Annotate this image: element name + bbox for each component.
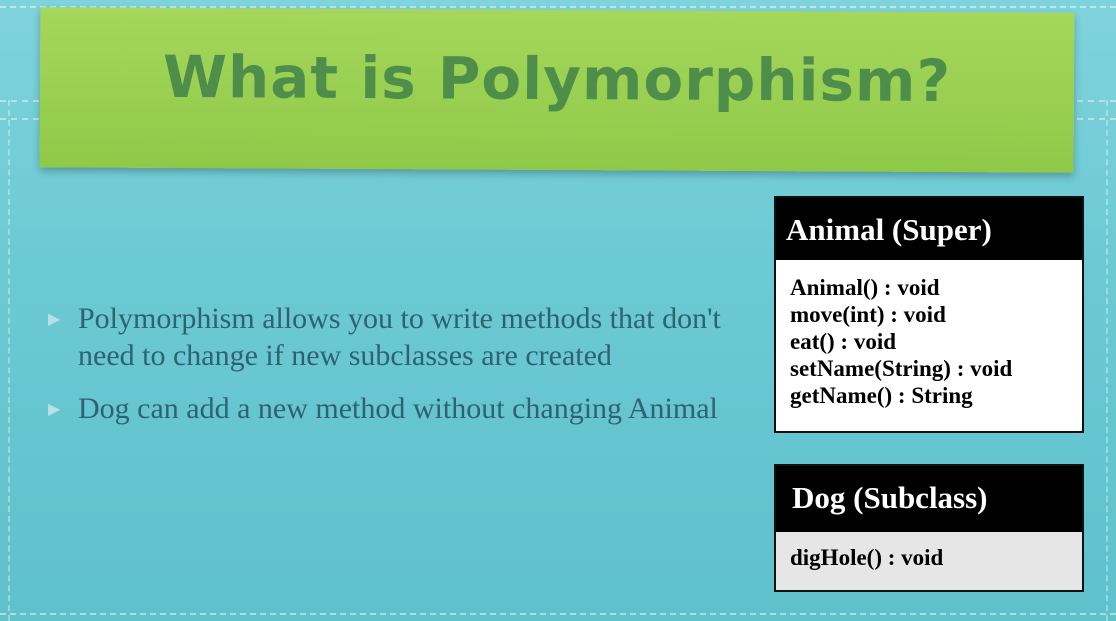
bullet-triangle-icon: ▶ [48,399,61,418]
bullet-list: ▶ Polymorphism allows you to write metho… [48,300,748,443]
stitch-band-left [0,100,50,120]
stitch-band-right [1066,100,1116,120]
uml-method: setName(String) : void [790,356,1013,381]
uml-method-list: Animal() : void move(int) : void eat() :… [776,260,1082,409]
stitch-border-left [8,100,10,621]
bullet-text: Dog can add a new method without changin… [78,392,718,425]
stitch-border-top [0,6,1116,8]
bullet-text: Polymorphism allows you to write methods… [78,302,721,372]
uml-method: eat() : void [790,329,897,354]
uml-method: getName() : String [790,383,973,408]
uml-class-name: Animal (Super) [776,198,1082,260]
uml-method: digHole() : void [790,545,944,570]
uml-class-animal: Animal (Super) Animal() : void move(int)… [774,196,1084,433]
stitch-border-bottom [0,613,1116,615]
bullet-item: ▶ Polymorphism allows you to write metho… [48,300,748,374]
uml-method: move(int) : void [790,302,946,327]
uml-method-list: digHole() : void [776,532,1082,571]
title-banner: What is Polymorphism? [39,7,1075,173]
stitch-border-right [1106,100,1108,621]
bullet-triangle-icon: ▶ [48,309,61,328]
bullet-item: ▶ Dog can add a new method without chang… [48,390,748,427]
slide-title: What is Polymorphism? [162,42,952,116]
uml-method: Animal() : void [790,275,940,300]
uml-class-dog: Dog (Subclass) digHole() : void [774,464,1084,592]
uml-class-name: Dog (Subclass) [776,466,1082,532]
